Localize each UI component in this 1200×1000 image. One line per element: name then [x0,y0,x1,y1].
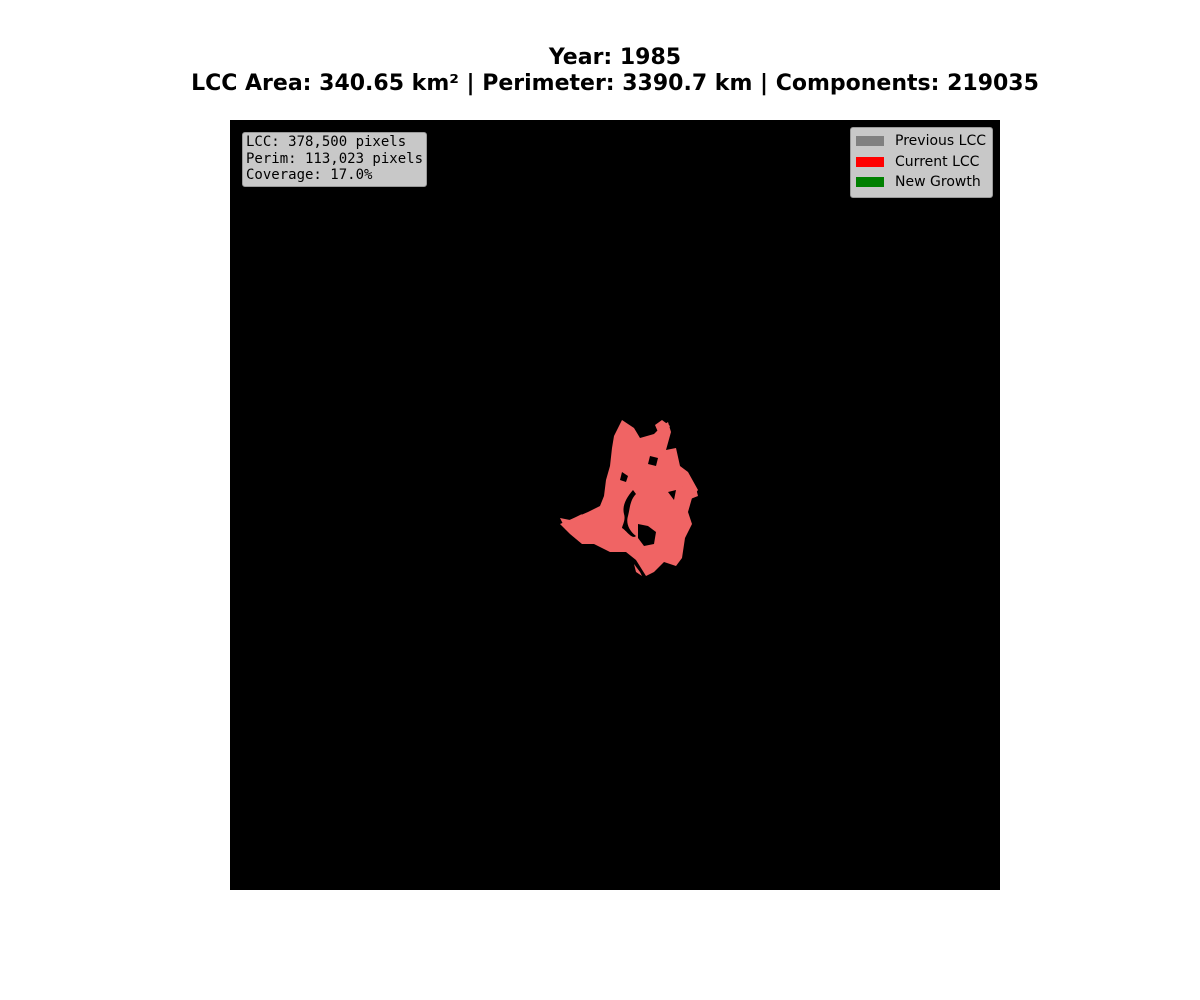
legend: Previous LCC Current LCC New Growth [850,127,993,198]
map-canvas: LCC: 378,500 pixels Perim: 113,023 pixel… [230,120,1000,890]
stats-lcc-pixels: LCC: 378,500 pixels [246,134,407,150]
lcc-holes [620,456,676,546]
title-stats: LCC Area: 340.65 km² | Perimeter: 3390.7… [191,71,1039,96]
legend-item-current-lcc: Current LCC [856,152,986,173]
legend-label-current-lcc: Current LCC [895,153,980,170]
legend-swatch-previous-lcc [856,136,885,147]
legend-label-new-growth: New Growth [895,174,981,191]
stats-coverage: Coverage: 17.0% [246,167,373,183]
legend-item-new-growth: New Growth [856,172,986,193]
legend-swatch-new-growth [856,177,885,188]
title-year: Year: 1985 [548,45,682,70]
legend-item-previous-lcc: Previous LCC [856,131,986,152]
legend-swatch-current-lcc [856,156,885,167]
lcc-map [560,420,698,576]
legend-label-previous-lcc: Previous LCC [895,133,986,150]
stats-perimeter-pixels: Perim: 113,023 pixels [246,150,424,167]
stats-box: LCC: 378,500 pixels Perim: 113,023 pixel… [242,132,428,187]
